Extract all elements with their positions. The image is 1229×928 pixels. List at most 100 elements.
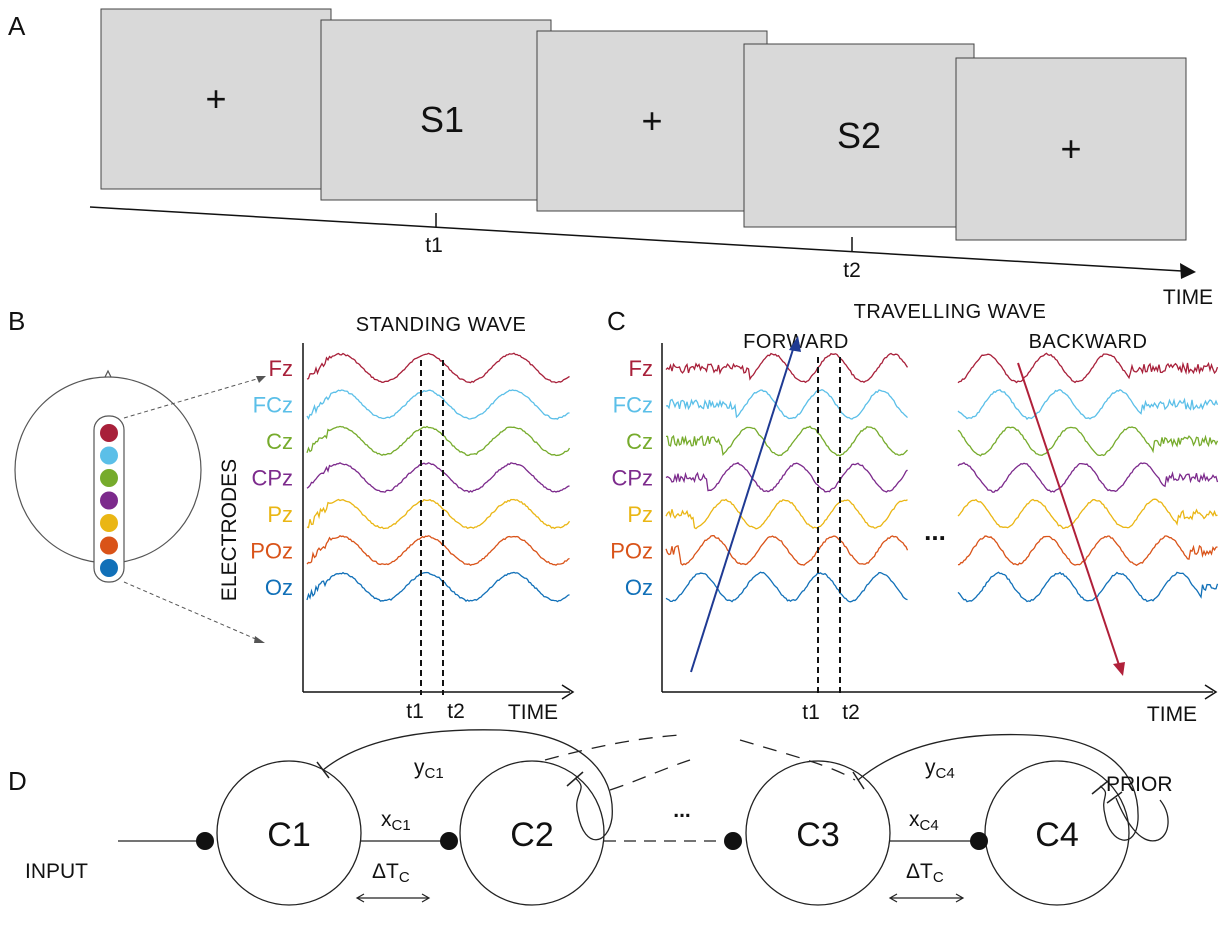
trace-b-fcz: [306, 389, 570, 421]
fixation-cross-2: +: [641, 100, 662, 141]
t2-label-c: t2: [842, 701, 860, 724]
trace-b-cpz: [306, 462, 570, 494]
panel-d-letter: D: [8, 766, 27, 796]
node-c2: [459, 760, 605, 906]
trace-c-forward-pz: [665, 498, 908, 530]
electrode-labels-b: Fz FCz Cz CPz Pz POz Oz: [250, 356, 293, 600]
electrode-label-fz: Fz: [629, 356, 653, 381]
trace-c-forward-cz: [666, 425, 908, 457]
electrode-dot-fz: [100, 424, 118, 442]
prior-label: PRIOR: [1106, 773, 1173, 796]
zoom-line-bottom: [123, 581, 259, 641]
prior-connection: [1115, 797, 1169, 842]
stimulus-s2: S2: [837, 115, 881, 156]
screen-3: +: [536, 30, 768, 212]
electrode-label-fz: Fz: [269, 356, 293, 381]
trace-b-poz: [306, 535, 570, 566]
trace-b-oz: [306, 571, 570, 603]
electrode-label-cz: Cz: [266, 429, 293, 454]
t2-label: t2: [843, 259, 861, 282]
node-c3-label: C3: [796, 816, 839, 854]
node-c3: [745, 760, 891, 906]
network-ellipsis: ...: [673, 799, 691, 822]
trace-c-backward-pz: [957, 498, 1218, 530]
time-label-c: TIME: [1147, 703, 1197, 726]
standing-wave-title: STANDING WAVE: [356, 314, 527, 336]
screen-5: +: [955, 57, 1187, 241]
electrode-labels-c: Fz FCz Cz CPz Pz POz Oz: [610, 356, 653, 600]
time-label-a: TIME: [1163, 286, 1213, 309]
electrode-dot-cz: [100, 469, 118, 487]
input-label: INPUT: [25, 860, 88, 883]
delta-arrow-2: [888, 893, 965, 903]
traces-c: [665, 352, 1219, 603]
gap-ellipsis: ...: [924, 516, 946, 546]
electrode-label-pz: Pz: [627, 502, 653, 527]
screen-2: S1: [320, 19, 552, 201]
electrode-dots: [100, 424, 118, 577]
screen-1: +: [100, 8, 332, 190]
head-schematic: [14, 369, 266, 643]
node-c2-label: C2: [510, 816, 553, 854]
traces-b: [306, 352, 571, 603]
t1-label: t1: [425, 234, 443, 257]
trace-c-backward-oz: [957, 571, 1219, 603]
electrode-label-poz: POz: [250, 539, 293, 564]
travelling-wave-title: TRAVELLING WAVE: [854, 301, 1047, 323]
delta-arrow-1: [355, 893, 431, 903]
trace-c-backward-poz: [957, 535, 1218, 567]
trace-c-forward-poz: [665, 535, 909, 566]
electrode-label-cpz: CPz: [611, 466, 653, 491]
backward-arrow: [1017, 362, 1121, 669]
electrode-dot-poz: [100, 536, 118, 555]
electrode-dot-cpz: [100, 491, 118, 510]
panel-a-trial-timeline: + S1 + S2 + t1 t2 TIME: [89, 8, 1213, 309]
electrode-label-poz: POz: [610, 539, 653, 564]
electrode-label-oz: Oz: [265, 575, 293, 600]
t1-label-b: t1: [406, 700, 424, 723]
c3-c4-synapse: [970, 832, 988, 850]
panel-a-letter: A: [8, 11, 26, 41]
feedback-dashed-mid: [544, 734, 681, 761]
x-c1-label: xC1: [381, 808, 411, 834]
panel-c-letter: C: [607, 306, 626, 336]
x-c4-label: xC4: [909, 808, 939, 834]
trace-b-cz: [306, 425, 571, 457]
electrodes-axis-label: ELECTRODES: [218, 459, 241, 601]
t2-label-b: t2: [447, 700, 465, 723]
feedback-y-c4: [857, 733, 1139, 841]
electrode-label-cz: Cz: [626, 429, 653, 454]
timeline-arrowhead: [1180, 263, 1196, 279]
trace-c-forward-oz: [665, 571, 908, 603]
node-c4-label: C4: [1035, 816, 1078, 854]
feedback-y-c1: [322, 729, 613, 841]
delta-tc-label-1: ΔTC: [372, 860, 410, 886]
network-model: C1 C2 C3 C4 INPUT PRIOR ... yC1 yC4 xC1 …: [25, 729, 1173, 906]
c1-c2-synapse: [440, 832, 458, 850]
backward-label: BACKWARD: [1029, 331, 1148, 353]
electrode-label-cpz: CPz: [251, 466, 293, 491]
trace-b-pz: [306, 498, 571, 530]
time-label-b: TIME: [508, 701, 558, 724]
stimulus-s1: S1: [420, 99, 464, 140]
input-synapse: [196, 832, 214, 850]
delta-tc-label-2: ΔTC: [906, 860, 944, 886]
backward-arrowhead: [1113, 662, 1125, 676]
trace-b-fz: [306, 352, 570, 384]
electrode-label-fcz: FCz: [613, 393, 653, 418]
trace-c-forward-fcz: [665, 388, 908, 420]
node-c1-label: C1: [267, 816, 310, 854]
electrode-dot-pz: [100, 514, 118, 532]
zoom-line-top: [123, 377, 261, 419]
c3-synapse: [724, 832, 742, 850]
node-c1: [216, 760, 362, 906]
forward-arrowhead: [789, 336, 801, 352]
trace-c-backward-cpz: [957, 461, 1219, 493]
trace-c-backward-cz: [957, 426, 1219, 457]
electrode-dot-oz: [100, 559, 118, 577]
y-c1-label: yC1: [414, 756, 444, 782]
trace-c-backward-fz: [957, 352, 1219, 384]
timeline-axis: [89, 206, 1183, 272]
screen-4: S2: [743, 43, 975, 228]
